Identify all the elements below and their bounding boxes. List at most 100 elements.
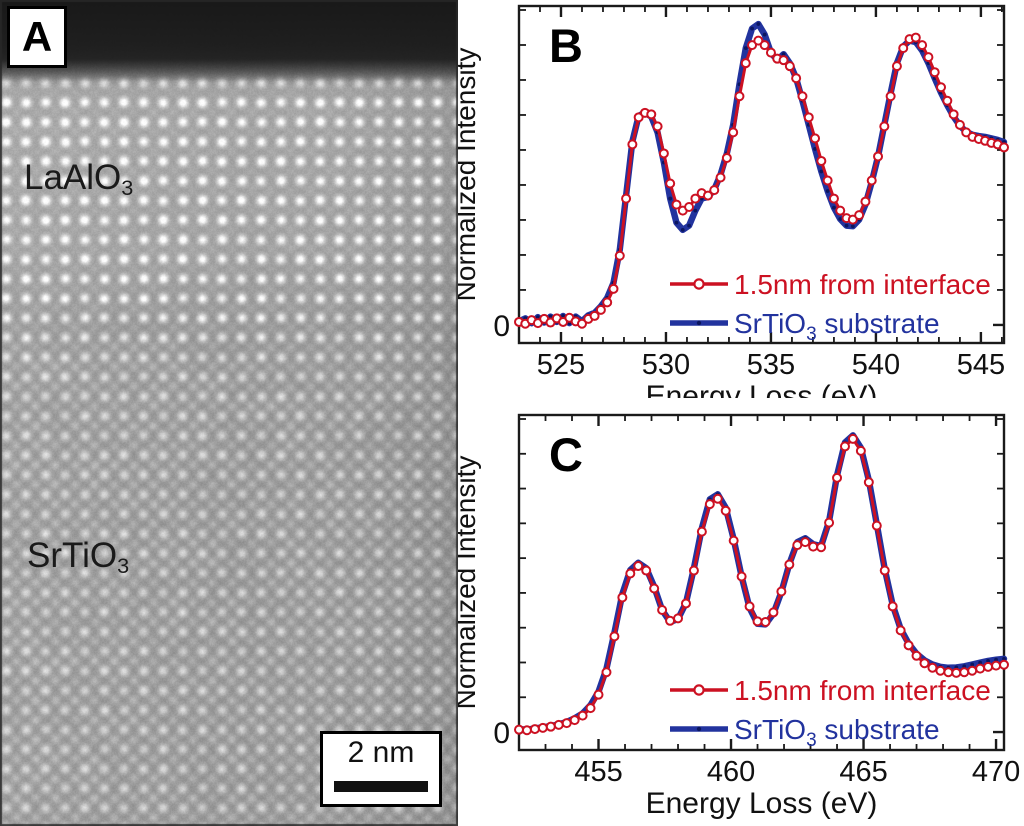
x-tick-label: 470 <box>972 756 1020 788</box>
data-point <box>879 121 890 132</box>
stem-haadf-image <box>0 0 458 826</box>
legend-label: 1.5nm from interface <box>734 269 991 300</box>
panel-letter: C <box>549 428 583 481</box>
laalo3-layer-label: LaAlO3 <box>24 158 134 201</box>
data-point <box>825 189 830 193</box>
data-point <box>728 535 739 546</box>
data-point <box>652 121 663 132</box>
data-point <box>614 250 625 261</box>
x-tick-label: 525 <box>537 349 585 381</box>
laalo3-label-text: LaAlO <box>24 158 122 197</box>
data-point <box>693 208 698 213</box>
data-point <box>986 658 990 663</box>
data-point <box>835 205 846 216</box>
data-point <box>832 472 843 483</box>
data-point <box>863 477 874 488</box>
data-point <box>891 61 902 72</box>
data-point <box>734 91 745 102</box>
data-point <box>601 667 612 678</box>
data-point <box>657 605 668 616</box>
data-point <box>948 109 959 120</box>
data-point <box>800 537 811 548</box>
data-point <box>715 172 726 183</box>
data-point <box>736 571 747 582</box>
x-tick-label: 530 <box>642 349 690 381</box>
data-point <box>935 665 946 676</box>
data-point <box>768 607 779 618</box>
data-point <box>813 147 817 151</box>
x-tick-label: 545 <box>957 349 1005 381</box>
data-point <box>665 615 676 626</box>
data-point <box>521 725 532 736</box>
data-point <box>721 152 732 163</box>
data-point <box>784 559 795 570</box>
data-point <box>911 650 922 661</box>
x-tick-label: 460 <box>707 756 755 788</box>
data-point <box>720 505 731 516</box>
data-point <box>854 210 865 221</box>
data-point <box>649 583 660 594</box>
data-point <box>561 718 572 729</box>
data-point <box>595 304 606 315</box>
data-point <box>816 542 827 553</box>
data-point <box>658 148 669 159</box>
data-point <box>810 133 821 144</box>
data-point <box>709 185 720 196</box>
srtio3-label-text: SrTiO <box>27 536 118 575</box>
data-point <box>879 565 890 576</box>
y-axis-title: Normalized Intensity <box>458 456 481 710</box>
data-point <box>759 40 770 51</box>
data-point <box>608 283 619 294</box>
data-point <box>514 724 524 735</box>
data-point <box>602 297 613 308</box>
legend-marker <box>693 278 705 290</box>
data-point <box>991 660 1002 671</box>
laalo3-label-subscript: 3 <box>121 175 134 201</box>
data-point <box>740 58 751 69</box>
data-point <box>967 665 978 676</box>
data-point <box>577 710 588 721</box>
data-point <box>688 565 699 576</box>
legend-marker <box>696 726 702 732</box>
data-point <box>923 52 934 63</box>
panel-a-stem-image: A LaAlO3 SrTiO3 2 nm <box>0 0 458 826</box>
data-point <box>641 565 652 576</box>
data-point <box>680 598 691 609</box>
data-point <box>839 441 850 452</box>
y-axis-title: Normalized Intensity <box>458 48 481 302</box>
data-point <box>962 664 967 669</box>
data-point <box>917 40 928 51</box>
data-point <box>792 540 803 551</box>
plot-frame <box>517 413 1006 752</box>
panel-c-svg: 455 460 465 470 0 Normalized Intensity Energy … <box>458 413 1020 820</box>
data-point <box>887 601 898 612</box>
data-point <box>895 625 906 636</box>
legend-entry-interface: 1.5nm from interface <box>670 675 991 706</box>
scale-bar-line <box>334 781 428 792</box>
data-point <box>762 32 767 37</box>
data-point <box>752 616 763 627</box>
data-point <box>942 95 953 106</box>
legend-entry-interface: 1.5nm from interface <box>670 269 991 300</box>
plot-frame <box>517 4 1006 345</box>
data-point <box>936 82 947 93</box>
legend-entry-substrate: SrTiO3 substrate <box>670 308 940 345</box>
data-point <box>994 657 998 662</box>
srtio3-layer-label: SrTiO3 <box>27 536 129 578</box>
data-point <box>712 493 723 504</box>
data-point <box>927 662 938 673</box>
scale-bar: 2 nm <box>320 731 442 807</box>
data-point <box>954 119 965 130</box>
data-point <box>791 73 802 84</box>
data-point <box>910 32 921 43</box>
data-point <box>704 499 715 510</box>
data-point <box>929 67 940 78</box>
series-interface <box>514 433 1009 736</box>
data-point <box>855 445 866 456</box>
data-point <box>529 724 540 735</box>
data-point <box>808 541 819 552</box>
data-point <box>548 314 553 319</box>
data-point <box>860 196 871 207</box>
legend-entry-substrate: SrTiO3 substrate <box>670 714 940 751</box>
